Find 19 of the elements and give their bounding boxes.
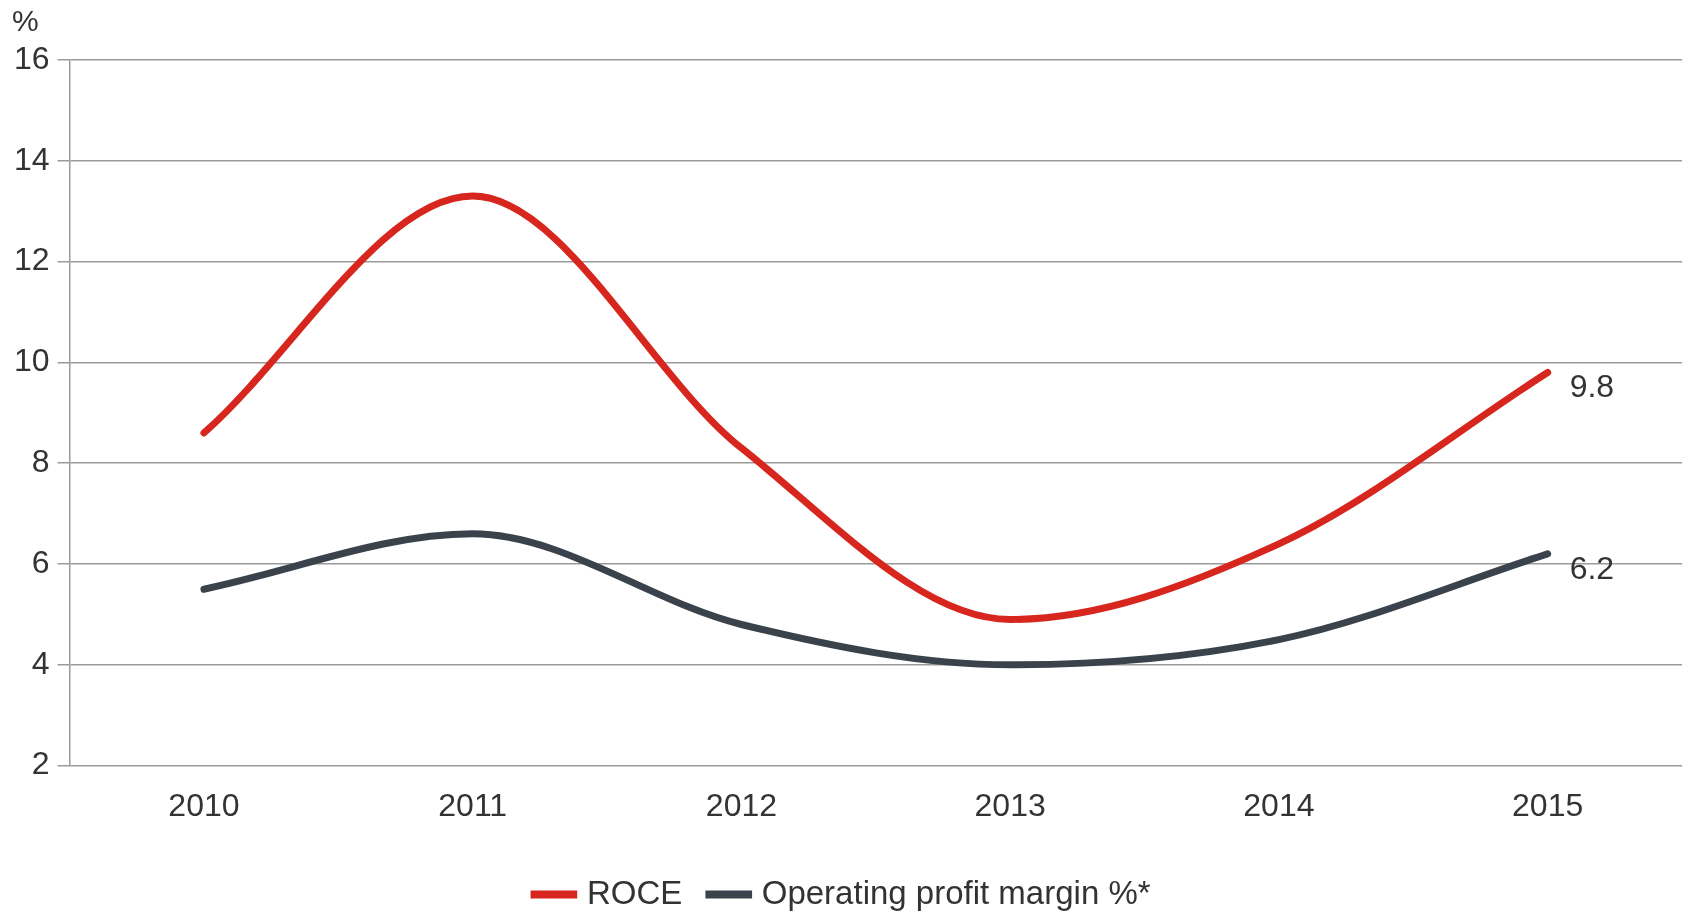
x-tick-label: 2012 (705, 786, 778, 823)
legend-label: ROCE (586, 873, 683, 911)
x-tick-label: 2010 (168, 786, 240, 823)
y-tick-label: 12 (14, 241, 50, 278)
y-tick-label: 2 (31, 745, 50, 782)
y-tick-label: 16 (14, 39, 50, 76)
x-tick-label: 2015 (1512, 786, 1584, 823)
y-tick-label: 10 (14, 342, 50, 379)
y-tick-label: 8 (31, 443, 50, 480)
data-label: 6.2 (1569, 549, 1615, 586)
y-axis-title: % (12, 4, 39, 38)
x-tick-label: 2014 (1243, 786, 1315, 823)
x-tick-label: 2011 (438, 786, 508, 823)
data-label: 9.8 (1569, 368, 1615, 405)
legend-label: Operating profit margin %* (761, 873, 1151, 911)
y-tick-label: 14 (14, 140, 50, 177)
y-tick-label: 4 (31, 644, 50, 681)
x-tick-label: 2013 (974, 786, 1046, 823)
y-tick-label: 6 (31, 543, 50, 580)
